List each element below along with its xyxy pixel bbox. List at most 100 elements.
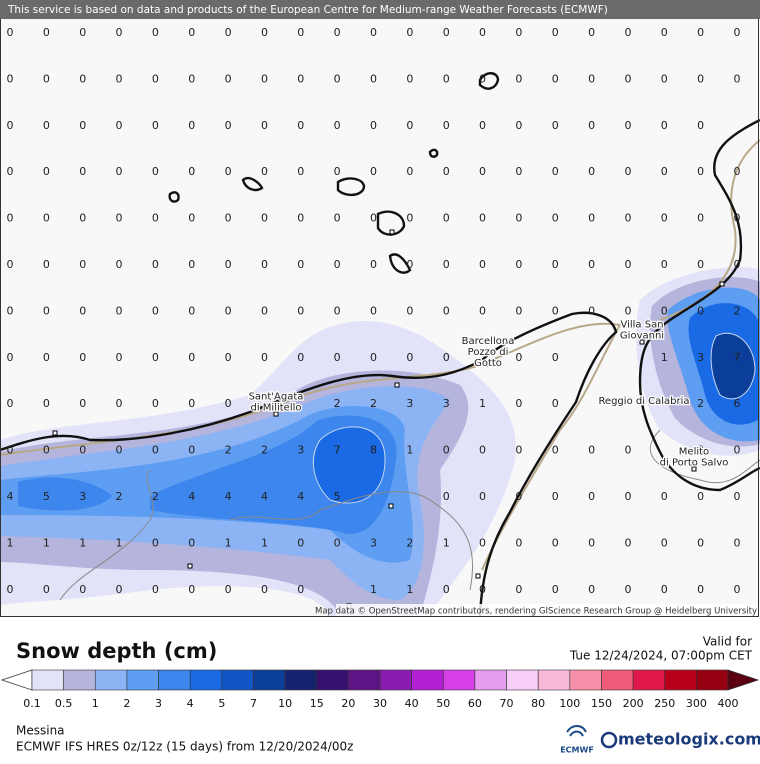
- grid-value: 0: [479, 119, 486, 132]
- grid-value: 0: [7, 397, 14, 410]
- colorbar-box: [189, 669, 223, 691]
- grid-value: 0: [152, 165, 159, 178]
- grid-value: 0: [552, 26, 559, 39]
- grid-value: 0: [552, 490, 559, 503]
- grid-value: 0: [79, 72, 86, 85]
- grid-value: 0: [406, 119, 413, 132]
- grid-value: 1: [443, 536, 450, 549]
- grid-value: 0: [443, 490, 450, 503]
- grid-value: 0: [261, 26, 268, 39]
- valid-label: Valid for: [703, 635, 752, 649]
- grid-value: 0: [697, 536, 704, 549]
- grid-value: 0: [188, 536, 195, 549]
- grid-value: 0: [79, 26, 86, 39]
- colorbar-box: [63, 669, 96, 691]
- borders: [59, 429, 760, 601]
- grid-value: 0: [152, 26, 159, 39]
- grid-value: 0: [479, 165, 486, 178]
- grid-value: 0: [334, 212, 341, 225]
- colorbar-tick-label: 7: [250, 697, 257, 710]
- grid-value: 1: [370, 583, 377, 596]
- colorbar-tick-label: 50: [436, 697, 450, 710]
- grid-value: 0: [406, 165, 413, 178]
- grid-value: 0: [443, 165, 450, 178]
- grid-value: 0: [152, 351, 159, 364]
- grid-value: 0: [552, 351, 559, 364]
- grid-value: 0: [624, 490, 631, 503]
- legend-title: Snow depth (cm): [16, 639, 217, 663]
- colorbar-tick-label: 3: [155, 697, 162, 710]
- grid-value: 4: [225, 490, 232, 503]
- grid-value: 0: [188, 351, 195, 364]
- colorbar-tick-label: 400: [718, 697, 739, 710]
- grid-value: 2: [697, 397, 704, 410]
- grid-value: 0: [43, 351, 50, 364]
- grid-value: 0: [7, 26, 14, 39]
- coastline: [0, 72, 760, 617]
- grid-value: 0: [116, 26, 123, 39]
- grid-value: 0: [334, 258, 341, 271]
- grid-value: 0: [406, 26, 413, 39]
- grid-value: 0: [624, 26, 631, 39]
- grid-value: 0: [515, 536, 522, 549]
- grid-value: 0: [406, 72, 413, 85]
- grid-value: 0: [697, 165, 704, 178]
- grid-value: 0: [334, 536, 341, 549]
- grid-value: 0: [297, 72, 304, 85]
- grid-value: 0: [188, 72, 195, 85]
- grid-value: 0: [261, 258, 268, 271]
- colorbar-box: [506, 669, 539, 691]
- grid-value: 0: [588, 212, 595, 225]
- grid-value: 0: [43, 444, 50, 457]
- grid-value: 0: [7, 351, 14, 364]
- place-dot: [52, 430, 58, 436]
- grid-value: 1: [406, 444, 413, 457]
- grid-value: 7: [334, 444, 341, 457]
- colorbar-box: [537, 669, 571, 691]
- colorbar-tick-label: 300: [686, 697, 707, 710]
- grid-value: 0: [7, 72, 14, 85]
- grid-value: 1: [116, 536, 123, 549]
- grid-value: 0: [297, 119, 304, 132]
- colorbar-box: [474, 669, 507, 691]
- colorbar-box: [632, 669, 666, 691]
- grid-value: 0: [624, 72, 631, 85]
- grid-value: 2: [370, 397, 377, 410]
- grid-value: 3: [697, 351, 704, 364]
- grid-value: 0: [225, 304, 232, 317]
- grid-value: 0: [697, 119, 704, 132]
- grid-value: 0: [7, 258, 14, 271]
- grid-value: 0: [116, 304, 123, 317]
- grid-value: 0: [225, 119, 232, 132]
- colorbar-box: [126, 669, 159, 691]
- colorbar-tick-label: 1: [92, 697, 99, 710]
- grid-value: 0: [188, 26, 195, 39]
- grid-value: 0: [116, 165, 123, 178]
- grid-value: 0: [152, 397, 159, 410]
- grid-value: 4: [7, 490, 14, 503]
- grid-value: 0: [734, 583, 741, 596]
- grid-value: 0: [515, 490, 522, 503]
- colorbar-box: [696, 669, 729, 691]
- grid-value: 0: [624, 212, 631, 225]
- grid-value: 0: [225, 258, 232, 271]
- grid-value: 0: [552, 304, 559, 317]
- grid-value: 0: [734, 26, 741, 39]
- colorbar: 0.1 0.5 1 2 3 4 5 7 10 15 20 30 40 50 60 70 80 100 150 200 2…: [0, 669, 760, 710]
- grid-value: 0: [552, 119, 559, 132]
- grid-value: 1: [406, 583, 413, 596]
- grid-value: 0: [443, 119, 450, 132]
- place-dot: [389, 229, 395, 235]
- grid-value: 3: [370, 536, 377, 549]
- grid-value: 0: [697, 583, 704, 596]
- grid-value: 0: [479, 72, 486, 85]
- grid-value: 1: [661, 351, 668, 364]
- colorbar-tick-label: 0.5: [55, 697, 73, 710]
- grid-value: 0: [152, 72, 159, 85]
- grid-value: 3: [406, 397, 413, 410]
- grid-value: 0: [297, 165, 304, 178]
- grid-value: 0: [661, 490, 668, 503]
- grid-value: 0: [152, 583, 159, 596]
- grid-value: 1: [479, 397, 486, 410]
